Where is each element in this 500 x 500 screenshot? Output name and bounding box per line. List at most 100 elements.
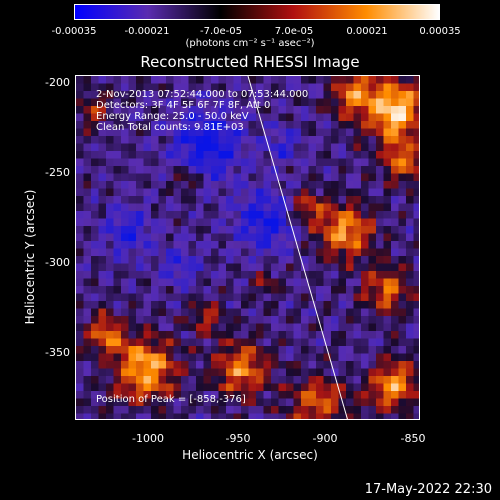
- heatmap-pixel: [406, 196, 415, 205]
- heatmap-pixel: [158, 181, 167, 190]
- heatmap-pixel: [151, 361, 160, 370]
- heatmap-pixel: [83, 226, 92, 235]
- heatmap-pixel: [248, 128, 257, 137]
- heatmap-pixel: [136, 98, 145, 107]
- heatmap-pixel: [196, 368, 205, 377]
- heatmap-pixel: [331, 76, 340, 85]
- heatmap-pixel: [383, 376, 392, 385]
- heatmap-pixel: [233, 113, 242, 122]
- heatmap-pixel: [323, 248, 332, 257]
- heatmap-pixel: [286, 398, 295, 407]
- heatmap-pixel: [233, 173, 242, 182]
- heatmap-pixel: [241, 391, 250, 400]
- heatmap-pixel: [271, 301, 280, 310]
- heatmap-pixel: [241, 293, 250, 302]
- heatmap-pixel: [398, 338, 407, 347]
- heatmap-pixel: [338, 83, 347, 92]
- heatmap-pixel: [248, 91, 257, 100]
- heatmap-pixel: [128, 286, 137, 295]
- heatmap-pixel: [83, 316, 92, 325]
- heatmap-pixel: [91, 271, 100, 280]
- heatmap-pixel: [383, 331, 392, 340]
- heatmap-pixel: [106, 136, 115, 145]
- heatmap-pixel: [76, 196, 85, 205]
- heatmap-pixel: [263, 398, 272, 407]
- heatmap-pixel: [196, 211, 205, 220]
- heatmap-pixel: [181, 248, 190, 257]
- heatmap-pixel: [406, 203, 415, 212]
- heatmap-pixel: [271, 91, 280, 100]
- heatmap-pixel: [368, 361, 377, 370]
- heatmap-pixel: [331, 286, 340, 295]
- heatmap-pixel: [166, 196, 175, 205]
- heatmap-pixel: [136, 241, 145, 250]
- heatmap-pixel: [196, 383, 205, 392]
- heatmap-pixel: [256, 406, 265, 415]
- heatmap-pixel: [391, 173, 400, 182]
- heatmap-pixel: [128, 323, 137, 332]
- heatmap-pixel: [286, 376, 295, 385]
- heatmap-pixel: [188, 346, 197, 355]
- heatmap-pixel: [113, 181, 122, 190]
- heatmap-pixel: [323, 263, 332, 272]
- heatmap-pixel: [248, 383, 257, 392]
- heatmap-pixel: [308, 353, 317, 362]
- heatmap-pixel: [271, 323, 280, 332]
- heatmap-pixel: [316, 136, 325, 145]
- heatmap-pixel: [173, 376, 182, 385]
- heatmap-pixel: [241, 301, 250, 310]
- heatmap-pixel: [338, 196, 347, 205]
- heatmap-pixel: [271, 271, 280, 280]
- heatmap-pixel: [226, 391, 235, 400]
- heatmap-pixel: [338, 226, 347, 235]
- heatmap-pixel: [278, 346, 287, 355]
- heatmap-pixel: [353, 128, 362, 137]
- heatmap-pixel: [383, 293, 392, 302]
- heatmap-pixel: [91, 248, 100, 257]
- heatmap-pixel: [173, 136, 182, 145]
- heatmap-pixel: [248, 241, 257, 250]
- heatmap-pixel: [361, 316, 370, 325]
- heatmap-pixel: [353, 173, 362, 182]
- heatmap-pixel: [271, 353, 280, 362]
- heatmap-pixel: [308, 323, 317, 332]
- heatmap-pixel: [263, 256, 272, 265]
- heatmap-pixel: [128, 211, 137, 220]
- heatmap-pixel: [368, 151, 377, 160]
- heatmap-pixel: [256, 196, 265, 205]
- heatmap-pixel: [413, 98, 419, 107]
- heatmap-pixel: [301, 353, 310, 362]
- heatmap-pixel: [196, 166, 205, 175]
- heatmap-pixel: [406, 128, 415, 137]
- heatmap-pixel: [233, 233, 242, 242]
- heatmap-pixel: [331, 218, 340, 227]
- heatmap-pixel: [331, 293, 340, 302]
- heatmap-pixel: [383, 391, 392, 400]
- heatmap-pixel: [226, 413, 235, 419]
- heatmap-pixel: [181, 241, 190, 250]
- heatmap-pixel: [256, 271, 265, 280]
- heatmap-pixel: [256, 166, 265, 175]
- heatmap-pixel: [158, 226, 167, 235]
- heatmap-pixel: [76, 353, 85, 362]
- heatmap-pixel: [383, 278, 392, 287]
- heatmap-pixel: [316, 256, 325, 265]
- heatmap-pixel: [353, 203, 362, 212]
- heatmap-pixel: [263, 113, 272, 122]
- heatmap-pixel: [368, 226, 377, 235]
- heatmap-pixel: [173, 278, 182, 287]
- heatmap-pixel: [316, 143, 325, 152]
- heatmap-pixel: [226, 293, 235, 302]
- heatmap-pixel: [368, 248, 377, 257]
- heatmap-pixel: [353, 361, 362, 370]
- heatmap-pixel: [143, 286, 152, 295]
- heatmap-pixel: [128, 113, 137, 122]
- heatmap-pixel: [151, 293, 160, 302]
- heatmap-pixel: [128, 308, 137, 317]
- heatmap-pixel: [316, 106, 325, 115]
- heatmap-pixel: [121, 406, 130, 415]
- heatmap-pixel: [376, 398, 385, 407]
- heatmap-pixel: [368, 338, 377, 347]
- heatmap-pixel: [188, 308, 197, 317]
- heatmap-pixel: [83, 413, 92, 419]
